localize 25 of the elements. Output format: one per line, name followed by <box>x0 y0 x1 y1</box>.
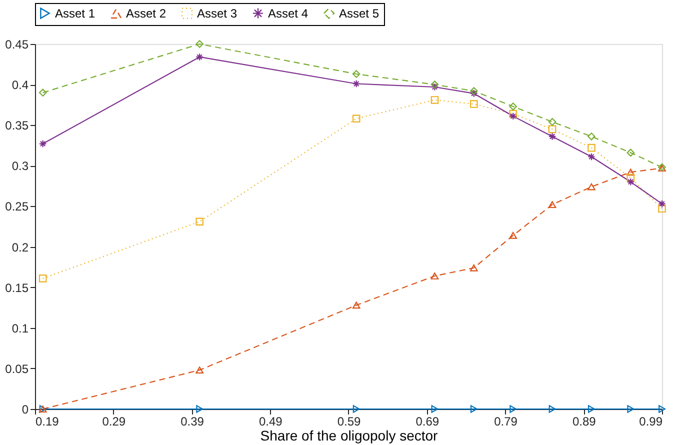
y-tick-label: 0 <box>22 402 29 416</box>
x-tick-label: 0.29 <box>102 414 126 428</box>
legend-label: Asset 2 <box>126 6 166 21</box>
y-tick-label: 0.15 <box>5 280 29 295</box>
x-tick-label: 0.39 <box>180 414 204 428</box>
x-tick-label: 0.99 <box>639 414 663 428</box>
y-tick-label: 0.1 <box>12 321 29 336</box>
y-tick-label: 0.05 <box>5 362 29 376</box>
x-tick-label: 0.19 <box>36 414 60 428</box>
x-tick-label: 0.89 <box>572 414 596 428</box>
y-tick-label: 0.35 <box>5 118 29 133</box>
legend-label: Asset 3 <box>197 6 238 20</box>
x-tick-label: 0.49 <box>258 414 283 428</box>
legend-label: Asset 1 <box>55 6 96 20</box>
x-tick-label: 0.69 <box>416 414 440 428</box>
legend-label: Asset 4 <box>268 6 308 20</box>
y-tick-label: 0.45 <box>5 38 29 52</box>
y-tick-label: 0.3 <box>12 159 29 174</box>
y-tick-label: 0.4 <box>12 78 29 92</box>
legend-label: Asset 5 <box>339 6 380 20</box>
x-tick-label: 0.79 <box>494 414 518 428</box>
x-tick-label: 0.59 <box>337 414 361 428</box>
y-tick-label: 0.2 <box>12 240 29 254</box>
y-tick-label: 0.25 <box>5 200 29 214</box>
x-axis-title: Share of the oligopoly sector <box>260 428 438 444</box>
